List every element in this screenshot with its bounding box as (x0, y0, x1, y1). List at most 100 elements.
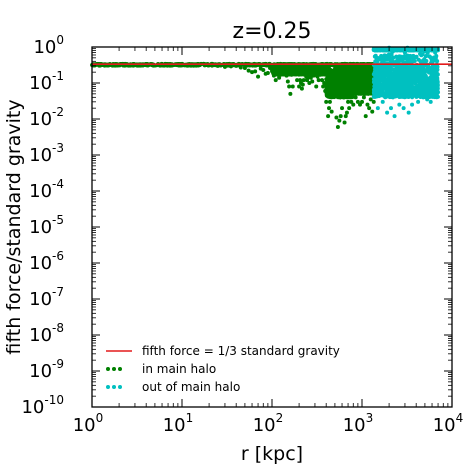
data-point (326, 78, 331, 83)
data-point (434, 65, 439, 70)
data-point (287, 84, 292, 89)
data-point (344, 110, 349, 115)
data-point (415, 93, 420, 98)
data-point (343, 114, 348, 119)
data-point (332, 68, 337, 73)
data-point (327, 99, 332, 104)
data-point (311, 73, 316, 78)
data-point (402, 95, 407, 100)
data-point (375, 56, 380, 61)
data-point (375, 85, 380, 90)
data-point (367, 70, 372, 75)
data-point (367, 106, 372, 111)
data-point (391, 78, 396, 83)
data-point (303, 67, 308, 72)
data-point (348, 95, 353, 100)
data-point (391, 60, 396, 65)
data-point (376, 71, 381, 76)
data-point (366, 89, 371, 94)
data-point (346, 69, 351, 74)
data-point (342, 120, 347, 125)
data-point (349, 99, 354, 104)
data-point (425, 92, 430, 97)
data-point (407, 67, 412, 72)
data-point (314, 84, 319, 89)
data-point (356, 71, 361, 76)
data-point (363, 75, 368, 80)
data-point (337, 70, 342, 75)
data-point (337, 88, 342, 93)
data-point (358, 102, 362, 107)
data-point (360, 99, 364, 104)
data-point (372, 86, 377, 91)
data-point (362, 80, 367, 85)
data-point (409, 83, 414, 88)
data-point (372, 70, 377, 74)
data-point (419, 75, 424, 80)
data-point (320, 78, 325, 83)
data-point (435, 84, 440, 89)
data-point (342, 76, 347, 81)
data-point (422, 81, 427, 86)
data-point (385, 57, 390, 62)
data-point (321, 84, 326, 89)
data-point (390, 86, 395, 91)
data-point (372, 80, 377, 85)
data-point (362, 91, 367, 96)
data-point (340, 106, 345, 111)
data-point (347, 78, 352, 83)
data-point (335, 124, 340, 129)
data-point (409, 64, 414, 69)
data-point (334, 74, 339, 79)
data-point (253, 69, 258, 74)
data-point (434, 78, 439, 83)
data-point (410, 93, 415, 98)
data-point (406, 78, 411, 83)
data-point (331, 78, 336, 83)
data-point (380, 73, 385, 78)
data-point (376, 75, 381, 79)
data-point (277, 75, 282, 80)
data-point (246, 68, 251, 73)
data-point (346, 89, 351, 94)
series-out-of-main-halo (371, 45, 441, 119)
data-point (228, 64, 233, 69)
data-point (396, 59, 401, 64)
data-point (292, 67, 297, 72)
data-point (397, 70, 402, 75)
data-point (422, 85, 427, 90)
data-point (353, 77, 358, 82)
data-point (389, 90, 394, 95)
data-point (361, 95, 366, 100)
data-point (402, 80, 407, 85)
data-point (346, 99, 351, 104)
data-point (290, 84, 295, 89)
data-point (429, 78, 434, 83)
data-point (338, 83, 343, 88)
data-point (289, 72, 294, 77)
data-point (342, 87, 347, 92)
data-point (404, 89, 409, 94)
data-point (411, 68, 416, 73)
data-point (434, 59, 439, 64)
data-point (406, 72, 411, 77)
data-point (242, 66, 247, 71)
data-point (394, 54, 399, 59)
data-point (398, 75, 403, 80)
data-point (419, 70, 424, 75)
data-point (329, 109, 334, 114)
data-point (388, 65, 393, 70)
data-point (386, 79, 391, 84)
data-point (427, 86, 432, 91)
data-point (273, 78, 278, 83)
data-point (394, 66, 399, 71)
data-point (322, 81, 327, 85)
data-point (426, 76, 431, 81)
data-point (325, 86, 330, 91)
data-point (392, 90, 397, 95)
data-point (357, 84, 362, 89)
data-point (410, 72, 415, 77)
data-point (310, 79, 315, 84)
data-point (363, 114, 368, 119)
